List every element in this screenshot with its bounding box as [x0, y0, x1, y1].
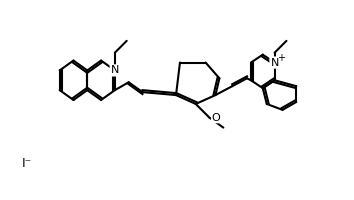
Text: N: N	[270, 58, 279, 68]
Text: I⁻: I⁻	[22, 157, 32, 170]
Text: N: N	[111, 65, 119, 75]
Text: O: O	[211, 113, 220, 123]
Text: +: +	[276, 53, 285, 63]
